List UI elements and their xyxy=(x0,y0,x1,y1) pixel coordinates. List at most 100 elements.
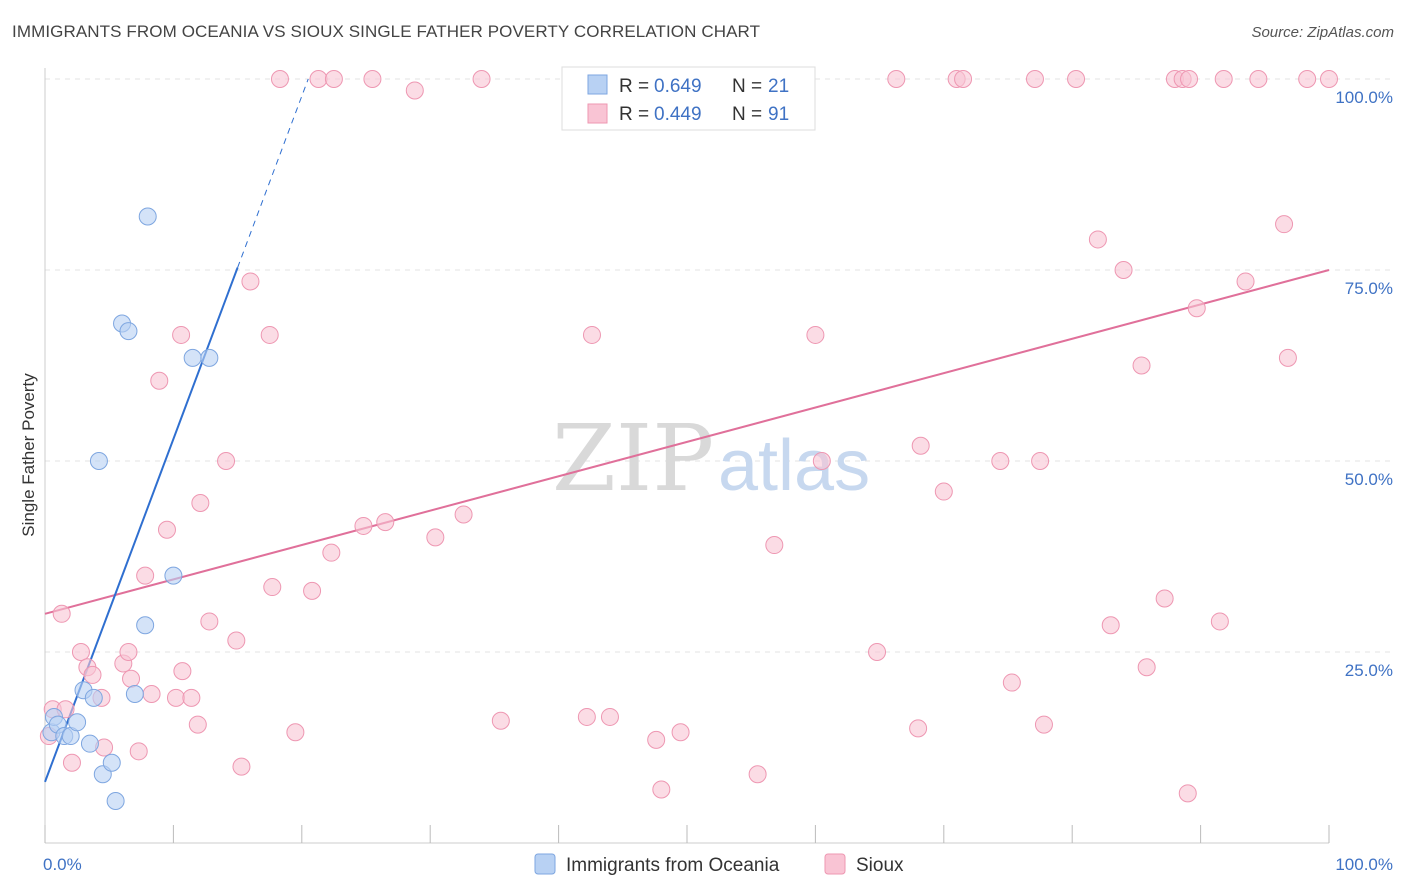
point-sioux xyxy=(1067,70,1086,88)
point-sioux xyxy=(765,536,784,555)
point-sioux xyxy=(652,780,671,799)
point-sioux xyxy=(173,662,192,681)
point-sioux xyxy=(136,566,155,585)
point-sioux xyxy=(1101,616,1120,635)
point-sioux xyxy=(1210,612,1229,631)
point-sioux xyxy=(191,494,210,513)
legend-swatch-sioux xyxy=(824,853,846,875)
point-sioux xyxy=(188,715,207,734)
point-sioux xyxy=(270,70,289,88)
point-sioux xyxy=(303,581,322,600)
point-oceania xyxy=(136,616,155,635)
point-sioux xyxy=(582,325,601,344)
point-sioux xyxy=(354,516,373,535)
point-sioux xyxy=(934,482,953,501)
point-sioux xyxy=(150,371,169,390)
axes: 0.0% 100.0% xyxy=(43,68,1393,874)
point-sioux xyxy=(426,528,445,547)
point-oceania xyxy=(84,688,103,707)
point-oceania xyxy=(106,791,125,810)
point-oceania xyxy=(89,452,108,470)
point-sioux xyxy=(119,643,138,661)
point-sioux xyxy=(363,70,382,88)
point-sioux xyxy=(991,452,1010,470)
point-sioux xyxy=(200,612,219,631)
point-sioux xyxy=(217,452,236,470)
point-sioux xyxy=(812,452,831,470)
watermark-atlas: atlas xyxy=(718,426,870,506)
point-sioux xyxy=(286,723,305,742)
point-sioux xyxy=(71,643,90,661)
point-sioux xyxy=(1137,658,1156,677)
trend-line-sioux xyxy=(44,269,1330,615)
point-sioux xyxy=(1132,356,1151,375)
point-oceania xyxy=(102,753,121,772)
legend-label-oceania: Immigrants from Oceania xyxy=(566,855,780,876)
stats-n-value: 21 xyxy=(768,76,789,97)
point-sioux xyxy=(1178,784,1197,803)
point-sioux xyxy=(1025,70,1044,88)
point-sioux xyxy=(166,688,185,707)
point-sioux xyxy=(263,578,282,597)
stats-n-value: 91 xyxy=(768,104,789,125)
stats-r-label: R = xyxy=(619,76,649,97)
gridlines: 25.0% 50.0% 75.0% 100.0% xyxy=(45,78,1394,680)
point-sioux xyxy=(1155,589,1174,608)
point-sioux xyxy=(671,723,690,742)
point-sioux xyxy=(129,742,148,761)
point-sioux xyxy=(909,719,928,738)
trend-line-oceania xyxy=(44,267,239,783)
point-sioux xyxy=(227,631,246,650)
stats-legend-box: R = 0.649 N = 21 R = 0.449 N = 91 xyxy=(561,66,816,131)
y-axis-title: Single Father Poverty xyxy=(19,373,38,537)
point-sioux xyxy=(806,325,825,344)
point-sioux xyxy=(1275,215,1294,234)
watermark-zip: ZIP xyxy=(552,405,714,512)
point-sioux xyxy=(172,325,191,344)
point-sioux xyxy=(954,70,973,88)
y-tick-label: 50.0% xyxy=(1345,470,1393,489)
x-tick-label: 0.0% xyxy=(43,855,82,874)
point-sioux xyxy=(405,81,424,100)
point-oceania xyxy=(138,207,157,226)
point-sioux xyxy=(241,272,260,291)
point-sioux xyxy=(52,604,71,623)
point-oceania xyxy=(164,566,183,585)
point-sioux xyxy=(1278,348,1297,367)
point-sioux xyxy=(1236,272,1255,291)
point-sioux xyxy=(1114,261,1133,279)
point-oceania xyxy=(125,685,144,704)
point-sioux xyxy=(83,665,102,684)
point-sioux xyxy=(868,643,887,661)
point-sioux xyxy=(748,765,767,784)
point-sioux xyxy=(309,70,328,88)
point-sioux xyxy=(157,520,176,539)
point-sioux xyxy=(376,513,395,532)
point-sioux xyxy=(322,543,341,562)
point-sioux xyxy=(1002,673,1021,692)
point-sioux xyxy=(472,70,491,88)
chart-source: Source: ZipAtlas.com xyxy=(1251,24,1394,41)
point-sioux xyxy=(1298,70,1317,88)
point-sioux xyxy=(260,325,279,344)
point-sioux xyxy=(1249,70,1268,88)
y-tick-label: 25.0% xyxy=(1345,661,1393,680)
legend-swatch-oceania xyxy=(534,853,556,875)
watermark: ZIP atlas xyxy=(552,405,870,512)
point-oceania xyxy=(200,348,219,367)
y-tick-label: 75.0% xyxy=(1345,279,1393,298)
bottom-legend: Immigrants from Oceania Sioux xyxy=(534,853,904,876)
point-oceania xyxy=(80,734,99,753)
x-tick-label: 100.0% xyxy=(1335,855,1393,874)
point-sioux xyxy=(1088,230,1107,249)
point-sioux xyxy=(647,730,666,749)
point-sioux xyxy=(122,669,141,688)
legend-label-sioux: Sioux xyxy=(856,855,904,876)
point-sioux xyxy=(1214,70,1233,88)
point-sioux xyxy=(1180,70,1199,88)
point-sioux xyxy=(232,757,251,776)
stats-r-label: R = xyxy=(619,104,649,125)
point-sioux xyxy=(142,685,161,704)
point-oceania xyxy=(183,348,202,367)
